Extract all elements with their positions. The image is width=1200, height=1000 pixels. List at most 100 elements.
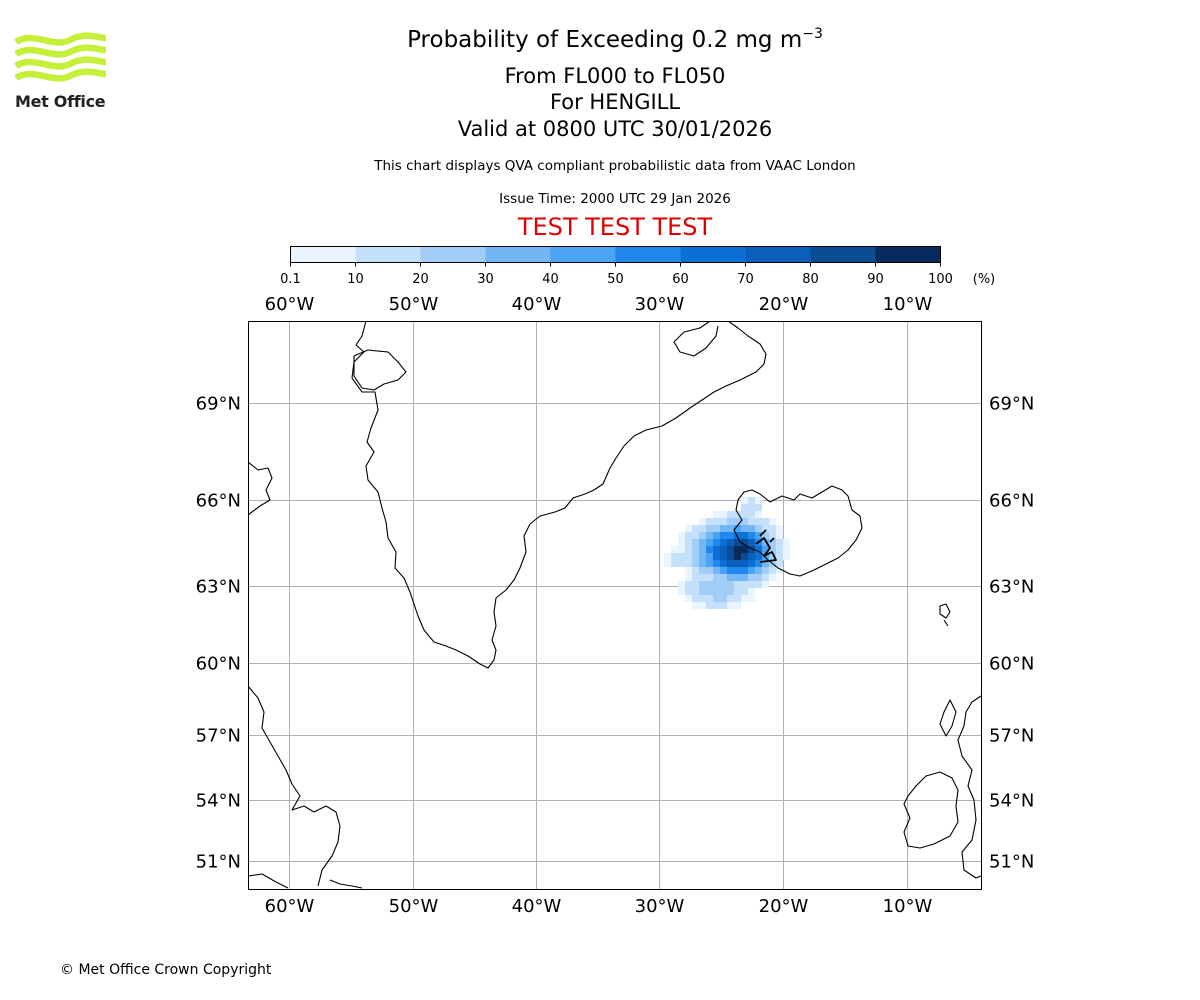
issue-time: Issue Time: 2000 UTC 29 Jan 2026 [499,191,731,207]
plume-cell [720,518,727,525]
plume-cell [762,532,769,539]
plume-cell [727,546,734,553]
plume-cell [664,553,671,560]
plume-cell [706,560,713,567]
colorbar-tick-label: 30 [477,272,494,287]
plume-cell [706,539,713,546]
plume-cell [776,546,783,553]
plume-cell [741,518,748,525]
plume-cell [720,546,727,553]
plume-cell [727,532,734,539]
plume-cell [713,546,720,553]
plume-cell [762,539,769,546]
colorbar-bin [680,246,746,263]
plume-cell [762,560,769,567]
plume-cell [734,602,741,609]
plume-cell [685,539,692,546]
plume-cell [748,532,755,539]
plume-cell [769,518,776,525]
plume-cell [713,532,720,539]
plume-cell [755,518,762,525]
plume-cell [776,539,783,546]
colorbar-tick-label: 90 [867,272,884,287]
colorbar-tick-label: 80 [802,272,819,287]
plume-cell [748,553,755,560]
colorbar-bin [810,246,876,263]
plume-cell [720,567,727,574]
plume-cell [755,560,762,567]
latitude-label: 57°N [196,726,241,747]
plume-cell [762,574,769,581]
plume-cell [692,560,699,567]
colorbar-tick-label: 40 [542,272,559,287]
plume-cell [692,581,699,588]
colorbar-tick-label: 70 [737,272,754,287]
colorbar-bin [550,246,616,263]
plume-cell [741,511,748,518]
plume-cell [727,595,734,602]
plume-cell [741,553,748,560]
plume-cell [699,581,706,588]
plume-cell [699,574,706,581]
plume-cell [776,560,783,567]
plume-cell [692,588,699,595]
colorbar-tick-label: 50 [607,272,624,287]
colorbar-tick-label: 100 [928,272,953,287]
plume-cell [755,581,762,588]
plume-cell [699,595,706,602]
plume-cell [685,588,692,595]
plume-cell [783,546,790,553]
plume-cell [720,602,727,609]
plume-cell [769,574,776,581]
plume-cell [727,574,734,581]
longitude-label: 20°W [759,294,809,315]
plume-cell [769,525,776,532]
plume-cell [741,539,748,546]
plume-cell [706,574,713,581]
plume-cell [727,602,734,609]
plume-cell [692,539,699,546]
plume-cell [755,532,762,539]
plume-cell [706,553,713,560]
plume-cell [769,546,776,553]
plume-cell [720,525,727,532]
colorbar-bin [615,246,681,263]
latitude-label: 54°N [196,791,241,812]
plume-cell [755,546,762,553]
plume-cell [706,588,713,595]
latitude-label: 51°N [196,852,241,873]
colorbar: 0.1 10 20 30 40 50 60 70 80 90 100 (%) [280,246,995,287]
plume-cell [720,511,727,518]
plume-cell [748,588,755,595]
plume-cell [699,553,706,560]
plume-cell [678,560,685,567]
baffin-coastline [248,461,273,516]
plume-cell [776,532,783,539]
plume-cell [685,560,692,567]
plume-cell [727,588,734,595]
colorbar-tick-label: 60 [672,272,689,287]
met-office-logo-icon [14,32,107,82]
plume-cell [734,525,741,532]
chart-description: This chart displays QVA compliant probab… [374,158,856,174]
plume-cell [706,567,713,574]
plume-cell [713,581,720,588]
plume-cell [748,539,755,546]
hengill-volcano-marker [755,529,777,563]
plume-cell [769,539,776,546]
longitude-label: 60°W [265,896,315,917]
plume-cell [748,595,755,602]
colorbar-tick-label: 0.1 [280,272,301,287]
plume-cell [748,518,755,525]
chart-title: Probability of Exceeding 0.2 mg m−3 [407,26,823,53]
colorbar-bin [290,246,356,263]
plume-cell [685,595,692,602]
plume-cell [741,525,748,532]
plume-cell [748,497,755,504]
colorbar-bin [420,246,486,263]
plume-cell [699,560,706,567]
latitude-label: 63°N [196,577,241,598]
latitude-label: 51°N [989,852,1034,873]
plume-cell [713,595,720,602]
plume-cell [720,588,727,595]
